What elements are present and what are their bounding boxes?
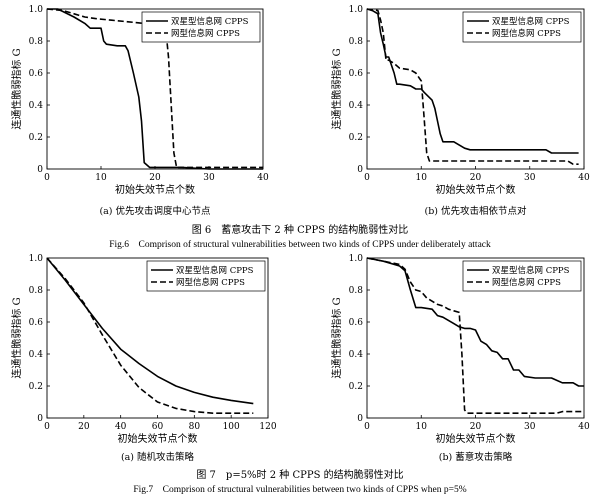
y-tick-label: 0.2 xyxy=(29,133,43,143)
x-tick-label: 40 xyxy=(578,173,590,183)
chart-a: 0 10 20 30 40 0 0.2 0.4 0.6 0.8 1.0 初始失效节点个数 连通性脆弱指标… xyxy=(10,5,269,217)
x-tick-label: 0 xyxy=(364,173,370,183)
legend-box xyxy=(141,11,261,43)
series-line-double-star xyxy=(46,257,254,405)
y-tick-label: 0 xyxy=(37,414,43,424)
x-tick-label: 30 xyxy=(524,422,536,432)
legend-label: 网型信息网 CPPS xyxy=(171,28,240,39)
legend-box xyxy=(146,260,266,292)
y-tick-label: 0.4 xyxy=(29,101,44,111)
series-line-mesh xyxy=(366,8,579,165)
x-tick-label: 60 xyxy=(152,422,164,432)
y-tick-label: 0.8 xyxy=(29,286,44,296)
series-line-double-star xyxy=(366,257,584,387)
x-axis-label: 初始失效节点个数 xyxy=(115,183,195,196)
y-tick-label: 1.0 xyxy=(29,5,44,15)
x-tick-label: 10 xyxy=(416,173,428,183)
x-axis-label: 初始失效节点个数 xyxy=(118,432,198,445)
y-tick-label: 0 xyxy=(37,165,43,175)
y-axis-label: 连通性脆弱指标 G xyxy=(330,297,343,378)
y-tick-label: 1.0 xyxy=(29,254,44,264)
x-tick-label: 20 xyxy=(149,173,161,183)
fig7-caption-en: Fig.7 Comprison of structural vulnerabil… xyxy=(133,485,467,495)
subcaption: (a) 优先攻击调度中心节点 xyxy=(99,205,211,217)
legend-label: 网型信息网 CPPS xyxy=(492,277,561,288)
y-tick-label: 1.0 xyxy=(349,254,364,264)
x-tick-label: 40 xyxy=(257,173,269,183)
y-tick-label: 0.6 xyxy=(29,69,44,79)
y-tick-label: 1.0 xyxy=(349,5,364,15)
x-axis-label: 初始失效节点个数 xyxy=(436,183,516,196)
y-tick-label: 0.8 xyxy=(349,286,364,296)
subcaption: (a) 随机攻击策略 xyxy=(121,451,195,463)
fig7-caption-cn: 图 7 p=5%时 2 种 CPPS 的结构脆弱性对比 xyxy=(196,470,404,481)
y-axis-label: 连通性脆弱指标 G xyxy=(330,48,343,129)
fig6-caption-en: Fig.6 Comprison of structural vulnerabil… xyxy=(109,240,491,250)
series-line-double-star xyxy=(47,8,263,170)
y-tick-label: 0.6 xyxy=(29,318,44,328)
y-axis-label: 连通性脆弱指标 G xyxy=(10,297,23,378)
legend-label: 双星型信息网 CPPS xyxy=(492,265,570,276)
chart-c: 0 20 40 60 80 100 120 0 0.2 0.4 0.6 0.8 1.0 初始失效节点个数 连… xyxy=(10,254,277,463)
fig6-caption-cn: 图 6 蓄意攻击下 2 种 CPPS 的结构脆弱性对比 xyxy=(191,225,409,236)
y-tick-label: 0.4 xyxy=(29,350,44,360)
x-tick-label: 10 xyxy=(416,422,428,432)
subcaption: (b) 优先攻击相依节点对 xyxy=(424,205,527,217)
x-tick-label: 40 xyxy=(115,422,127,432)
y-tick-label: 0.6 xyxy=(349,69,364,79)
chart-b: 0 10 20 30 40 0 0.2 0.4 0.6 0.8 1.0 初始失效节点个数 连通性脆弱指标… xyxy=(330,5,590,217)
y-tick-label: 0.2 xyxy=(29,382,43,392)
y-tick-label: 0 xyxy=(357,414,363,424)
y-axis-label: 连通性脆弱指标 G xyxy=(10,48,23,129)
x-tick-label: 30 xyxy=(524,173,536,183)
legend-label: 双星型信息网 CPPS xyxy=(171,16,249,27)
legend-label: 双星型信息网 CPPS xyxy=(176,265,254,276)
y-tick-label: 0.8 xyxy=(349,37,364,47)
legend-box xyxy=(462,11,582,43)
x-tick-label: 80 xyxy=(189,422,201,432)
chart-d: 0 10 20 30 40 0 0.2 0.4 0.6 0.8 1.0 初始失效节点个数 连通性脆弱指标… xyxy=(330,254,590,463)
y-tick-label: 0.4 xyxy=(349,350,364,360)
x-tick-label: 30 xyxy=(203,173,215,183)
x-tick-label: 120 xyxy=(259,422,276,432)
x-tick-label: 20 xyxy=(470,173,482,183)
legend-box xyxy=(462,260,582,292)
subcaption: (b) 蓄意攻击策略 xyxy=(439,451,513,463)
x-tick-label: 100 xyxy=(223,422,240,432)
y-tick-label: 0.2 xyxy=(349,133,363,143)
legend-label: 双星型信息网 CPPS xyxy=(492,16,570,27)
x-tick-label: 10 xyxy=(95,173,107,183)
series-line-mesh xyxy=(46,257,254,415)
y-tick-label: 0.4 xyxy=(349,101,364,111)
legend-label: 网型信息网 CPPS xyxy=(492,28,561,39)
y-tick-label: 0.8 xyxy=(29,37,44,47)
x-axis-label: 初始失效节点个数 xyxy=(436,432,516,445)
x-tick-label: 40 xyxy=(578,422,590,432)
x-tick-label: 0 xyxy=(44,422,50,432)
x-tick-label: 0 xyxy=(364,422,370,432)
y-tick-label: 0.2 xyxy=(349,382,363,392)
x-tick-label: 20 xyxy=(470,422,482,432)
x-tick-label: 0 xyxy=(44,173,50,183)
y-tick-label: 0.6 xyxy=(349,318,364,328)
x-tick-label: 20 xyxy=(78,422,90,432)
legend-label: 网型信息网 CPPS xyxy=(176,277,245,288)
series-line-mesh xyxy=(366,257,584,415)
y-tick-label: 0 xyxy=(357,165,363,175)
